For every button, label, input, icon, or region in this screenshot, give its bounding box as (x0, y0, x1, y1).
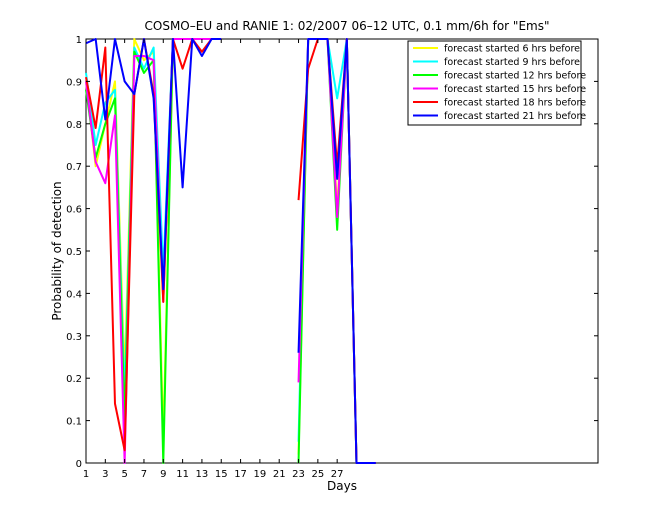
series-layer (85, 38, 376, 464)
x-tick-label: 15 (215, 469, 228, 480)
x-tick-label: 9 (160, 469, 166, 480)
y-tick-label: 0.5 (66, 247, 82, 258)
y-tick-label: 0.6 (66, 205, 82, 216)
legend-label: forecast started 18 hrs before (444, 98, 586, 109)
series-line-6 (85, 38, 376, 464)
y-tick-label: 0.2 (66, 374, 82, 385)
x-tick-label: 19 (254, 469, 267, 480)
x-tick-label: 7 (141, 469, 147, 480)
y-tick-label: 0.1 (66, 417, 82, 428)
x-tick-label: 27 (331, 469, 344, 480)
series-segment (85, 38, 222, 291)
y-axis-label: Probability of detection (50, 181, 64, 320)
y-tick-label: 0.3 (66, 332, 82, 343)
series-segment (297, 38, 376, 464)
x-tick-label: 17 (234, 469, 247, 480)
x-tick-label: 23 (292, 469, 305, 480)
legend-label: forecast started 12 hrs before (444, 71, 586, 82)
y-tick-label: 0 (76, 459, 82, 470)
x-tick-label: 11 (176, 469, 189, 480)
x-axis-ticks: 1 3 5 7 9 11 13 15 17 19 21 23 25 27 (83, 39, 344, 480)
x-tick-label: 1 (83, 469, 89, 480)
y-tick-label: 1 (76, 35, 82, 46)
y-tick-label: 0.9 (66, 77, 82, 88)
legend-items: forecast started 6 hrs before forecast st… (413, 44, 586, 122)
legend-label: forecast started 15 hrs before (444, 84, 586, 95)
legend-label: forecast started 21 hrs before (444, 111, 586, 122)
x-tick-label: 25 (311, 469, 324, 480)
y-tick-label: 0.4 (66, 289, 82, 300)
legend: forecast started 6 hrs before forecast st… (407, 40, 586, 126)
x-axis-label: Days (327, 479, 357, 493)
x-tick-label: 5 (121, 469, 127, 480)
x-tick-label: 3 (102, 469, 108, 480)
x-tick-label: 13 (196, 469, 209, 480)
legend-box (407, 40, 582, 126)
legend-label: forecast started 9 hrs before (444, 57, 580, 68)
x-tick-label: 21 (273, 469, 286, 480)
y-axis-ticks: 0 0.1 0.2 0.3 0.4 0.5 0.6 0.7 0.8 0.9 1 (66, 35, 598, 470)
chart-title: COSMO–EU and RANIE 1: 02/2007 06–12 UTC,… (145, 19, 550, 33)
legend-label: forecast started 6 hrs before (444, 44, 580, 55)
y-tick-label: 0.8 (66, 120, 82, 131)
y-tick-label: 0.7 (66, 162, 82, 173)
